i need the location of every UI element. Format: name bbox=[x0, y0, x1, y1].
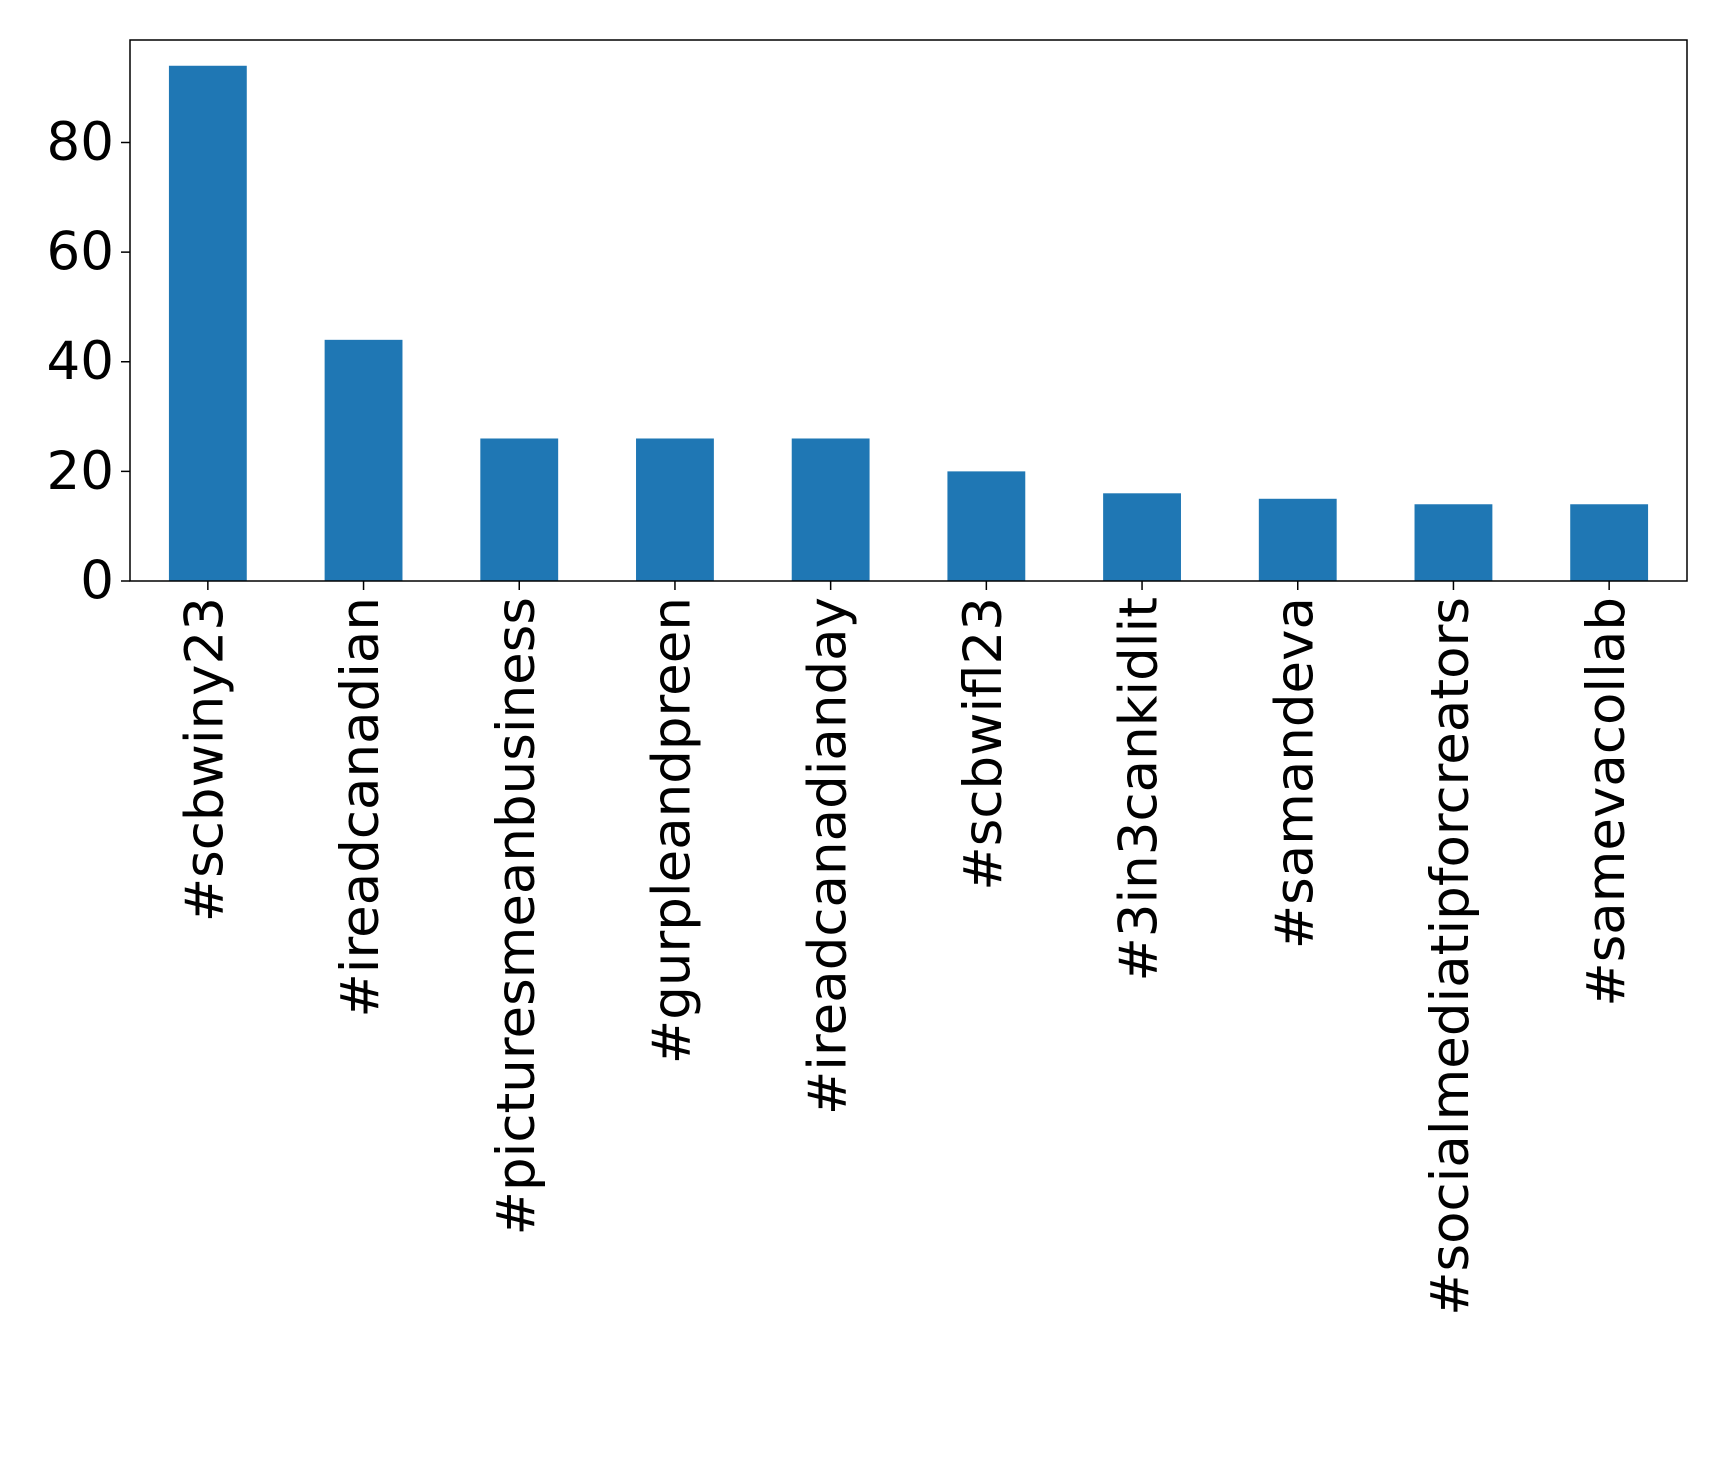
y-tick-label: 40 bbox=[47, 331, 114, 392]
plot-frame bbox=[129, 39, 1688, 582]
y-tick-label: 80 bbox=[47, 112, 114, 173]
bar bbox=[1103, 493, 1181, 581]
y-tick-label: 20 bbox=[47, 441, 114, 502]
bar bbox=[1258, 498, 1337, 581]
x-tick-label: #scbwiny23 bbox=[174, 597, 235, 922]
bar bbox=[1570, 504, 1649, 581]
bar bbox=[324, 339, 403, 581]
bar bbox=[947, 471, 1026, 581]
x-tick-label: #scbwifl23 bbox=[953, 597, 1014, 891]
bar bbox=[1414, 504, 1493, 581]
x-tick-label: #picturesmeanbusiness bbox=[486, 597, 547, 1235]
x-tick-label: #gurpleandpreen bbox=[642, 597, 703, 1064]
bar bbox=[791, 438, 870, 581]
x-tick-label: #samandeva bbox=[1264, 597, 1325, 949]
x-tick-label: #samevacollab bbox=[1576, 597, 1637, 1007]
y-tick-label: 0 bbox=[80, 551, 114, 612]
x-tick-label: #ireadcanadianday bbox=[797, 597, 858, 1115]
x-tick-label: #3in3cankidlit bbox=[1109, 597, 1170, 982]
bar bbox=[636, 438, 714, 581]
bar bbox=[480, 438, 559, 581]
bar bbox=[168, 65, 247, 581]
x-tick-label: #socialmediatipforcreators bbox=[1420, 597, 1481, 1316]
y-tick-label: 60 bbox=[47, 222, 114, 283]
x-tick-label: #ireadcanadian bbox=[330, 597, 391, 1018]
